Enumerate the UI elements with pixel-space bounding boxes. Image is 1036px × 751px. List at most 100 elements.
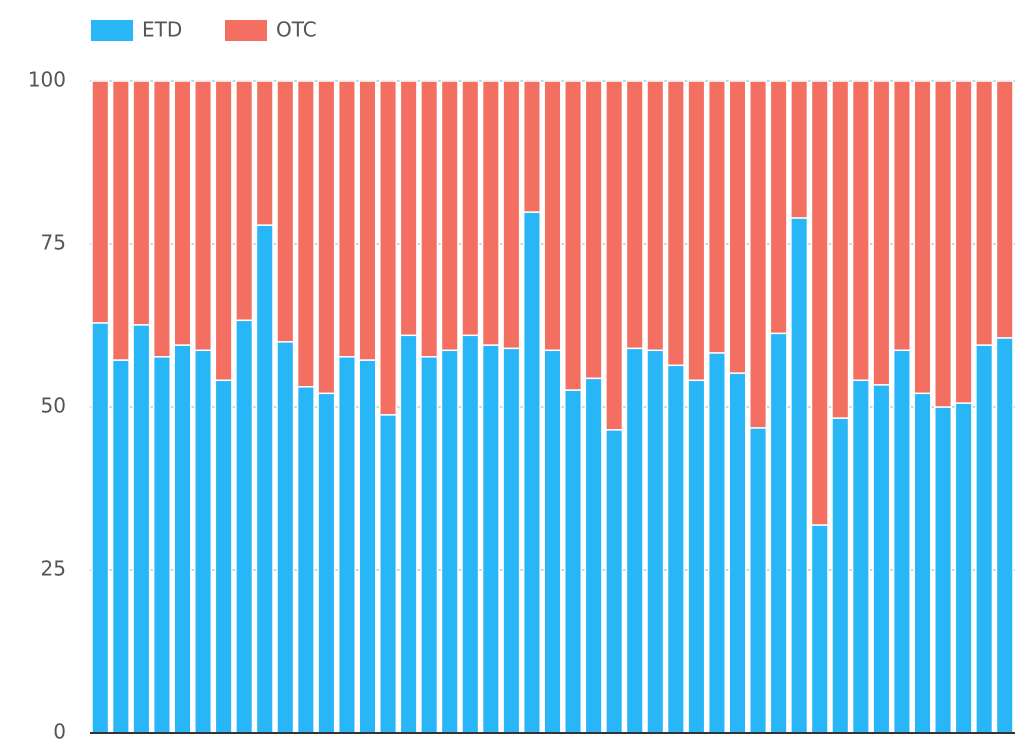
bar-segment — [317, 80, 336, 395]
y-tick-label: 50 — [41, 394, 66, 418]
bar-segment — [358, 359, 377, 734]
bar-segment — [769, 332, 788, 734]
bar-segment — [399, 80, 418, 337]
bar-segment — [687, 80, 706, 382]
bar-segment — [892, 80, 911, 352]
bar-segment — [625, 347, 644, 734]
y-tick-label: 75 — [41, 231, 66, 255]
y-tick-label: 25 — [41, 557, 66, 581]
bar-segment — [646, 80, 665, 352]
bar-segment — [173, 80, 192, 346]
bar-segment — [707, 80, 726, 354]
bar-segment — [317, 392, 336, 734]
legend-swatch — [91, 20, 133, 41]
bar-segment — [605, 429, 624, 734]
bar-segment — [954, 80, 973, 404]
bar-segment — [214, 379, 233, 734]
bar-segment — [728, 372, 747, 734]
bar-segment — [646, 349, 665, 734]
bar-segment — [707, 352, 726, 734]
bar-segment — [666, 364, 685, 734]
bar-segment — [276, 341, 295, 734]
bar-segment — [605, 80, 624, 431]
bar-segment — [749, 427, 768, 734]
bar-segment — [255, 80, 274, 226]
bar-segment — [111, 359, 130, 734]
bar-segment — [995, 80, 1014, 339]
bar-segment — [522, 80, 541, 213]
bar-segment — [91, 80, 110, 324]
bar-segment — [810, 80, 829, 526]
bar-segment — [543, 80, 562, 352]
bar-segment — [502, 80, 521, 350]
bar-segment — [954, 402, 973, 734]
bar-segment — [152, 80, 171, 358]
bar-segment — [173, 344, 192, 734]
bar-segment — [625, 80, 644, 350]
legend-swatch — [225, 20, 267, 41]
bar-segment — [111, 80, 130, 361]
bar-segment — [790, 80, 809, 219]
bar-segment — [913, 80, 932, 395]
bar-segment — [91, 322, 110, 734]
bar-segment — [831, 80, 850, 419]
bar-segment — [276, 80, 295, 343]
bar-segment — [584, 80, 603, 380]
bar-segment — [337, 80, 356, 358]
bar-segment — [584, 377, 603, 734]
bar-segment — [481, 80, 500, 346]
bar-segment — [152, 356, 171, 734]
bar-segment — [194, 349, 213, 734]
bar-segment — [255, 224, 274, 734]
bar-segment — [132, 80, 151, 326]
bar-segment — [851, 80, 870, 382]
bar-segment — [543, 349, 562, 734]
bar-segment — [132, 324, 151, 734]
legend-label: OTC — [276, 18, 317, 42]
bar-segment — [296, 386, 315, 734]
bar-segment — [872, 80, 891, 386]
bar-segment — [913, 392, 932, 734]
bar-segment — [358, 80, 377, 361]
bar-segment — [461, 80, 480, 337]
bar-segment — [379, 80, 398, 416]
y-tick-label: 0 — [53, 720, 66, 744]
bar-segment — [975, 344, 994, 734]
bar-segment — [420, 80, 439, 358]
bar-segment — [440, 80, 459, 352]
bar-segment — [934, 406, 953, 734]
bar-segment — [892, 349, 911, 734]
bar-segment — [851, 379, 870, 734]
bar-segment — [194, 80, 213, 352]
bar-segment — [975, 80, 994, 346]
bar-segment — [790, 217, 809, 734]
y-tick-label: 100 — [28, 68, 66, 92]
bar-segment — [235, 80, 254, 322]
bar-segment — [461, 334, 480, 734]
bar-segment — [481, 344, 500, 734]
bar-segment — [995, 337, 1014, 734]
bar-segment — [522, 211, 541, 734]
bar-segment — [831, 417, 850, 734]
bar-segment — [214, 80, 233, 382]
bar-segment — [769, 80, 788, 335]
bar-segment — [502, 347, 521, 734]
bar-segment — [399, 334, 418, 734]
bar-segment — [687, 379, 706, 734]
bar-segment — [337, 356, 356, 734]
bar-segment — [728, 80, 747, 374]
legend-label: ETD — [142, 18, 182, 42]
bar-segment — [810, 524, 829, 734]
bar-segment — [564, 389, 583, 734]
bar-segment — [934, 80, 953, 408]
bar-segment — [440, 349, 459, 734]
bar-segment — [420, 356, 439, 734]
bar-segment — [666, 80, 685, 367]
bar-segment — [872, 384, 891, 734]
bar-segment — [235, 319, 254, 734]
bar-segment — [564, 80, 583, 391]
bar-segment — [296, 80, 315, 388]
bar-segment — [379, 414, 398, 734]
bar-segment — [749, 80, 768, 429]
